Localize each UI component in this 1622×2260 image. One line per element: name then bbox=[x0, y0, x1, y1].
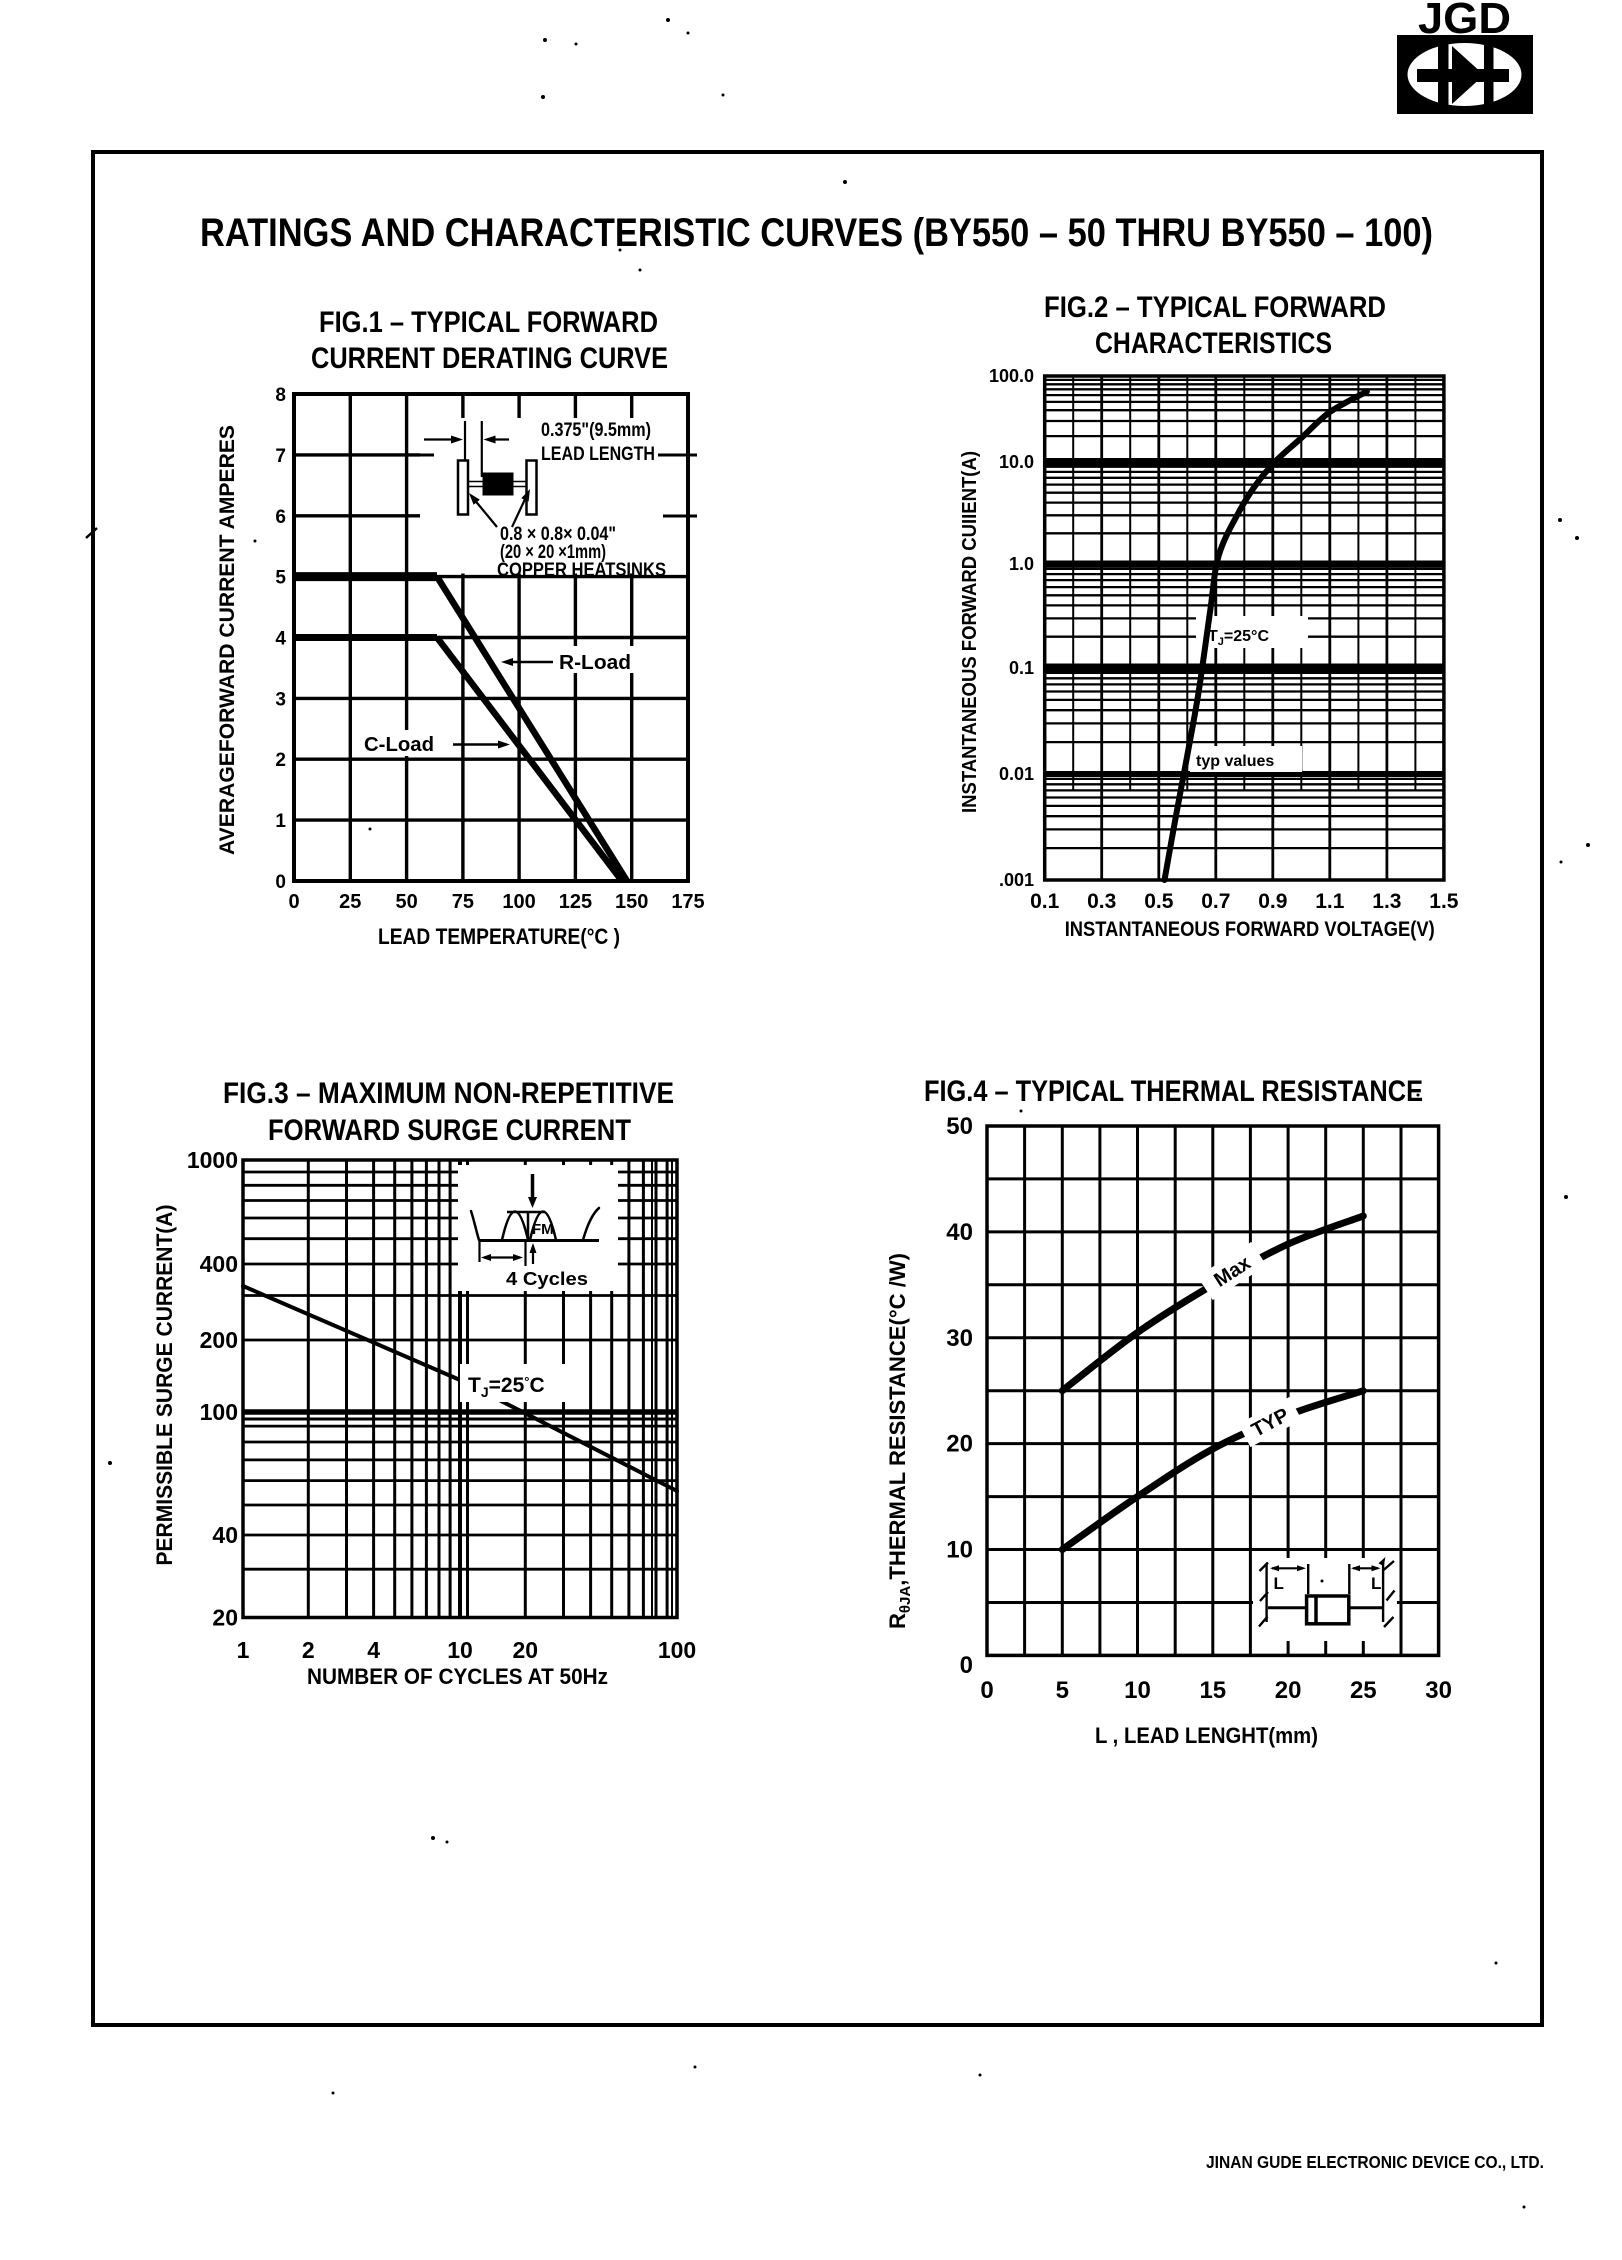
svg-text:175: 175 bbox=[671, 891, 704, 913]
svg-text:1.5: 1.5 bbox=[1429, 890, 1459, 913]
svg-text:0: 0 bbox=[288, 891, 299, 913]
svg-text:COPPER HEATSINKS: COPPER HEATSINKS bbox=[497, 560, 666, 581]
svg-text:R-Load: R-Load bbox=[559, 652, 631, 674]
svg-text:20: 20 bbox=[1275, 1677, 1302, 1704]
svg-text:FM: FM bbox=[532, 1221, 554, 1238]
svg-text:10: 10 bbox=[447, 1637, 473, 1663]
svg-text:1: 1 bbox=[237, 1637, 250, 1663]
svg-text:0: 0 bbox=[980, 1677, 993, 1704]
svg-text:50: 50 bbox=[395, 891, 417, 913]
svg-text:8: 8 bbox=[275, 385, 286, 406]
svg-text:3: 3 bbox=[275, 689, 286, 710]
svg-text:10: 10 bbox=[1124, 1677, 1151, 1704]
svg-text:(20 × 20 ×1mm): (20 × 20 ×1mm) bbox=[500, 542, 606, 563]
svg-text:6: 6 bbox=[275, 507, 286, 528]
svg-text:LEAD LENGTH: LEAD LENGTH bbox=[541, 444, 655, 465]
svg-text:INSTANTANEOUS FORWARD CUIIENT(: INSTANTANEOUS FORWARD CUIIENT(A) bbox=[959, 451, 981, 813]
svg-text:0.1: 0.1 bbox=[1009, 658, 1034, 678]
svg-text:C-Load: C-Load bbox=[364, 734, 434, 756]
svg-text:200: 200 bbox=[200, 1327, 238, 1353]
svg-text:0.8 × 0.8× 0.04": 0.8 × 0.8× 0.04" bbox=[500, 524, 616, 545]
svg-text:L , LEAD LENGHT(mm): L , LEAD LENGHT(mm) bbox=[1095, 1723, 1318, 1748]
svg-text:1.0: 1.0 bbox=[1009, 554, 1034, 574]
svg-text:25: 25 bbox=[1350, 1677, 1377, 1704]
svg-text:4: 4 bbox=[275, 629, 286, 650]
svg-text:2: 2 bbox=[302, 1637, 315, 1663]
svg-text:TJ=25°C: TJ=25°C bbox=[1208, 628, 1269, 648]
svg-text:2: 2 bbox=[275, 750, 286, 771]
svg-text:400: 400 bbox=[200, 1251, 238, 1277]
svg-text:15: 15 bbox=[1199, 1677, 1226, 1704]
svg-text:30: 30 bbox=[946, 1325, 973, 1352]
svg-text:40: 40 bbox=[946, 1219, 973, 1246]
svg-text:L: L bbox=[1274, 1574, 1284, 1593]
svg-text:0.01: 0.01 bbox=[999, 764, 1034, 784]
svg-text:25: 25 bbox=[339, 891, 361, 913]
svg-text:4 Cycles: 4 Cycles bbox=[506, 1269, 588, 1289]
svg-text:40: 40 bbox=[212, 1522, 238, 1548]
svg-text:PERMISSIBLE SURGE CURRENT(A): PERMISSIBLE SURGE CURRENT(A) bbox=[152, 1205, 177, 1566]
svg-text:FORWARD SURGE CURRENT: FORWARD SURGE CURRENT bbox=[268, 1114, 631, 1147]
svg-text:0.3: 0.3 bbox=[1087, 890, 1116, 913]
svg-text:FIG.2 – TYPICAL FORWARD: FIG.2 – TYPICAL FORWARD bbox=[1044, 291, 1386, 324]
svg-text:50: 50 bbox=[946, 1113, 973, 1140]
svg-text:125: 125 bbox=[559, 891, 592, 913]
svg-text:20: 20 bbox=[212, 1605, 238, 1631]
svg-text:FIG.4 – TYPICAL THERMAL RESIST: FIG.4 – TYPICAL THERMAL RESISTANCE bbox=[924, 1075, 1423, 1108]
svg-text:0: 0 bbox=[275, 872, 286, 893]
svg-text:TJ=25°C: TJ=25°C bbox=[468, 1374, 545, 1400]
svg-text:CHARACTERISTICS: CHARACTERISTICS bbox=[1095, 327, 1332, 360]
svg-text:5: 5 bbox=[1056, 1677, 1069, 1704]
svg-text:100: 100 bbox=[200, 1399, 238, 1425]
svg-text:7: 7 bbox=[275, 446, 286, 467]
svg-text:JINAN GUDE ELECTRONIC DEVICE C: JINAN GUDE ELECTRONIC DEVICE CO., LTD. bbox=[1206, 2152, 1544, 2172]
svg-text:typ values: typ values bbox=[1196, 753, 1274, 770]
svg-text:100: 100 bbox=[658, 1637, 696, 1663]
svg-text:10: 10 bbox=[946, 1537, 973, 1564]
svg-text:LEAD TEMPERATURE(°C ): LEAD TEMPERATURE(°C ) bbox=[378, 924, 620, 949]
svg-text:0.5: 0.5 bbox=[1144, 890, 1174, 913]
svg-text:NUMBER OF CYCLES AT 50Hz: NUMBER OF CYCLES AT 50Hz bbox=[307, 1664, 608, 1689]
svg-text:1.1: 1.1 bbox=[1315, 890, 1345, 913]
svg-text:AVERAGEFORWARD CURRENT AMPERES: AVERAGEFORWARD CURRENT AMPERES bbox=[216, 425, 239, 855]
svg-text:150: 150 bbox=[615, 891, 648, 913]
svg-text:20: 20 bbox=[513, 1637, 539, 1663]
svg-text:1: 1 bbox=[275, 811, 286, 832]
svg-text:RATINGS AND CHARACTERISTIC CUR: RATINGS AND CHARACTERISTIC CURVES (BY550… bbox=[200, 211, 1433, 255]
svg-text:1.3: 1.3 bbox=[1372, 890, 1401, 913]
svg-text:10.0: 10.0 bbox=[999, 452, 1034, 472]
svg-text:L: L bbox=[1371, 1574, 1381, 1593]
svg-text:0.7: 0.7 bbox=[1201, 890, 1230, 913]
svg-text:RθJA,THERMAL RESISTANCE(°C /W): RθJA,THERMAL RESISTANCE(°C /W) bbox=[885, 1253, 914, 1629]
svg-text:1000: 1000 bbox=[187, 1147, 238, 1173]
svg-text:0: 0 bbox=[960, 1652, 973, 1679]
svg-text:100.0: 100.0 bbox=[989, 366, 1034, 386]
svg-text:0.1: 0.1 bbox=[1030, 890, 1060, 913]
svg-text:20: 20 bbox=[946, 1431, 973, 1458]
svg-text:4: 4 bbox=[367, 1637, 380, 1663]
svg-text:FIG.1 – TYPICAL FORWARD: FIG.1 – TYPICAL FORWARD bbox=[319, 306, 658, 339]
svg-text:75: 75 bbox=[452, 891, 474, 913]
svg-text:100: 100 bbox=[502, 891, 535, 913]
svg-text:5: 5 bbox=[275, 568, 286, 589]
svg-text:FIG.3 – MAXIMUM NON-REPETITIVE: FIG.3 – MAXIMUM NON-REPETITIVE bbox=[223, 1077, 674, 1110]
svg-text:CURRENT DERATING CURVE: CURRENT DERATING CURVE bbox=[311, 342, 668, 375]
svg-text:0.9: 0.9 bbox=[1258, 890, 1287, 913]
svg-text:30: 30 bbox=[1425, 1677, 1452, 1704]
svg-text:0.375"(9.5mm): 0.375"(9.5mm) bbox=[541, 420, 651, 441]
svg-text:.001: .001 bbox=[999, 870, 1034, 890]
svg-text:INSTANTANEOUS FORWARD VOLTAGE(: INSTANTANEOUS FORWARD VOLTAGE(V) bbox=[1065, 918, 1435, 941]
